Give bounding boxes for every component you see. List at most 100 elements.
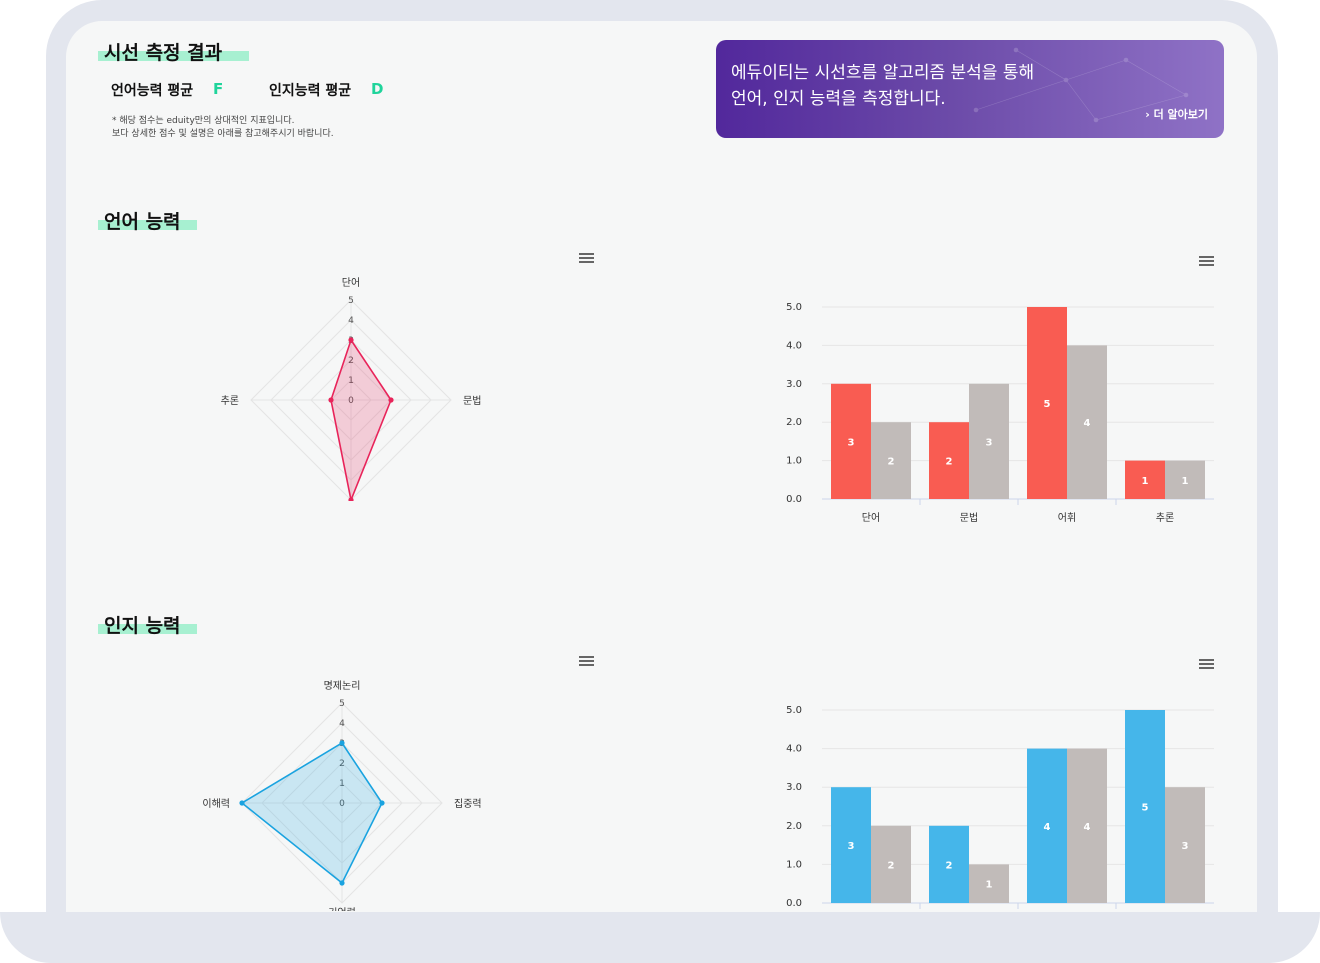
radar-point (348, 337, 354, 343)
radar-scale-tick: 5 (348, 296, 354, 306)
title-highlight (98, 51, 249, 61)
x-category-label: 문법 (960, 512, 978, 524)
score-note-line2: 보다 상세한 점수 및 설명은 아래를 참고해주시기 바랍니다. (112, 129, 334, 139)
laptop-base (0, 912, 1320, 963)
cognitive-average-label: 인지능력 평균 (269, 83, 352, 99)
y-tick-label: 4.0 (786, 340, 802, 351)
radar-point (388, 397, 394, 403)
language-average-grade: F (213, 80, 224, 98)
radar-scale-tick: 4 (339, 719, 345, 729)
radar-point (379, 800, 385, 806)
bar-data-label: 3 (848, 841, 855, 852)
learn-more-link[interactable]: › 더 알아보기 (1145, 108, 1208, 121)
bar-data-label: 4 (1044, 822, 1051, 833)
y-tick-label: 5.0 (786, 705, 802, 716)
radar-scale-tick: 4 (348, 316, 354, 326)
chart-menu-icon[interactable] (1199, 256, 1214, 266)
radar-point (348, 497, 354, 501)
bar-data-label: 3 (986, 437, 993, 448)
bar-data-label: 2 (888, 860, 895, 871)
banner-text-line1: 에듀이티는 시선흐름 알고리즘 분석을 통해 (731, 63, 1035, 83)
banner-text-line2: 언어, 인지 능력을 측정합니다. (731, 89, 946, 109)
x-category-label: 어휘 (1058, 512, 1076, 524)
bar-data-label: 4 (1084, 418, 1091, 429)
radar-scale-tick: 5 (339, 699, 345, 709)
radar-axis-label: 집중력 (454, 798, 482, 810)
y-tick-label: 3.0 (786, 782, 802, 793)
radar-series-area (330, 338, 392, 501)
bar (929, 825, 969, 903)
radar-scale-tick: 2 (348, 356, 354, 366)
language-radar-chart: 012345단어문법어휘추론 (221, 277, 481, 501)
y-tick-label: 2.0 (786, 821, 802, 832)
y-tick-label: 0.0 (786, 898, 802, 909)
banner-network-pattern (973, 47, 1189, 123)
radar-point (328, 397, 334, 403)
radar-point (239, 800, 245, 806)
bar (1165, 460, 1205, 499)
radar-point (339, 880, 345, 886)
cognitive-title-highlight (98, 624, 197, 634)
bar-data-label: 1 (986, 880, 993, 891)
bar-data-label: 3 (1182, 841, 1189, 852)
radar-axis-label: 이해력 (202, 797, 230, 810)
language-section-title: 언어 능력 (104, 211, 181, 233)
bar (831, 787, 871, 903)
radar-axis-label: 단어 (342, 277, 360, 289)
y-tick-label: 1.0 (786, 859, 802, 870)
y-tick-label: 2.0 (786, 417, 802, 428)
bar (1165, 787, 1205, 903)
bar (871, 825, 911, 903)
radar-point (339, 740, 345, 746)
bar (929, 422, 969, 499)
radar-axis-label: 기억력 (328, 907, 356, 911)
cognitive-radar-chart: 012345명제논리집중력기억력이해력 (202, 680, 482, 911)
chart-menu-icon[interactable] (1199, 659, 1214, 669)
screen: 시선 측정 결과 언어능력 평균 F 인지능력 평균 D * 해당 점수는 ed… (66, 21, 1257, 912)
page-title: 시선 측정 결과 (104, 42, 223, 64)
bar (1067, 345, 1107, 499)
bar (871, 422, 911, 499)
y-tick-label: 1.0 (786, 456, 802, 467)
y-tick-label: 4.0 (786, 744, 802, 755)
cognitive-section-title: 인지 능력 (104, 615, 181, 637)
bar (831, 383, 871, 499)
bar (1027, 748, 1067, 903)
radar-axis-label: 명제논리 (324, 680, 361, 692)
radar-scale-tick: 0 (339, 799, 345, 809)
y-tick-label: 5.0 (786, 302, 802, 313)
radar-scale-tick: 1 (348, 376, 354, 386)
y-tick-label: 0.0 (786, 494, 802, 505)
bar-data-label: 2 (946, 457, 953, 468)
bar-data-label: 2 (946, 860, 953, 871)
cognitive-bar-chart: 0.01.02.03.04.05.032명제논리21집중력44기억력53이해력 (786, 705, 1214, 909)
radar-axis-label: 추론 (221, 395, 239, 407)
bar (1067, 748, 1107, 903)
bar-data-label: 5 (1044, 399, 1051, 410)
language-average-label: 언어능력 평균 (111, 83, 194, 99)
radar-axis-label: 문법 (463, 395, 481, 407)
cognitive-average-grade: D (371, 80, 384, 98)
bar-data-label: 4 (1084, 822, 1091, 833)
chart-menu-icon[interactable] (579, 253, 594, 263)
radar-scale-tick: 0 (348, 396, 354, 406)
bar (1027, 307, 1067, 499)
chart-menu-icon[interactable] (579, 656, 594, 666)
info-banner: 에듀이티는 시선흐름 알고리즘 분석을 통해 언어, 인지 능력을 측정합니다.… (716, 40, 1224, 138)
bar-data-label: 5 (1142, 803, 1149, 814)
language-bar-chart: 0.01.02.03.04.05.032단어23문법54어휘11추론언어능력Ed… (786, 302, 1214, 524)
radar-scale-tick: 2 (339, 759, 345, 769)
bar-data-label: 2 (888, 457, 895, 468)
y-tick-label: 3.0 (786, 379, 802, 390)
x-category-label: 추론 (1156, 512, 1174, 524)
bar (969, 864, 1009, 903)
x-category-label: 단어 (862, 512, 880, 524)
bar (1125, 460, 1165, 499)
radar-scale-tick: 1 (339, 779, 345, 789)
bar-data-label: 1 (1182, 476, 1189, 487)
bar (1125, 710, 1165, 903)
language-title-highlight (98, 220, 197, 230)
bar-data-label: 1 (1142, 476, 1149, 487)
score-note-line1: * 해당 점수는 eduity만의 상대적인 지표입니다. (112, 116, 295, 126)
radar-series-area (240, 741, 383, 885)
